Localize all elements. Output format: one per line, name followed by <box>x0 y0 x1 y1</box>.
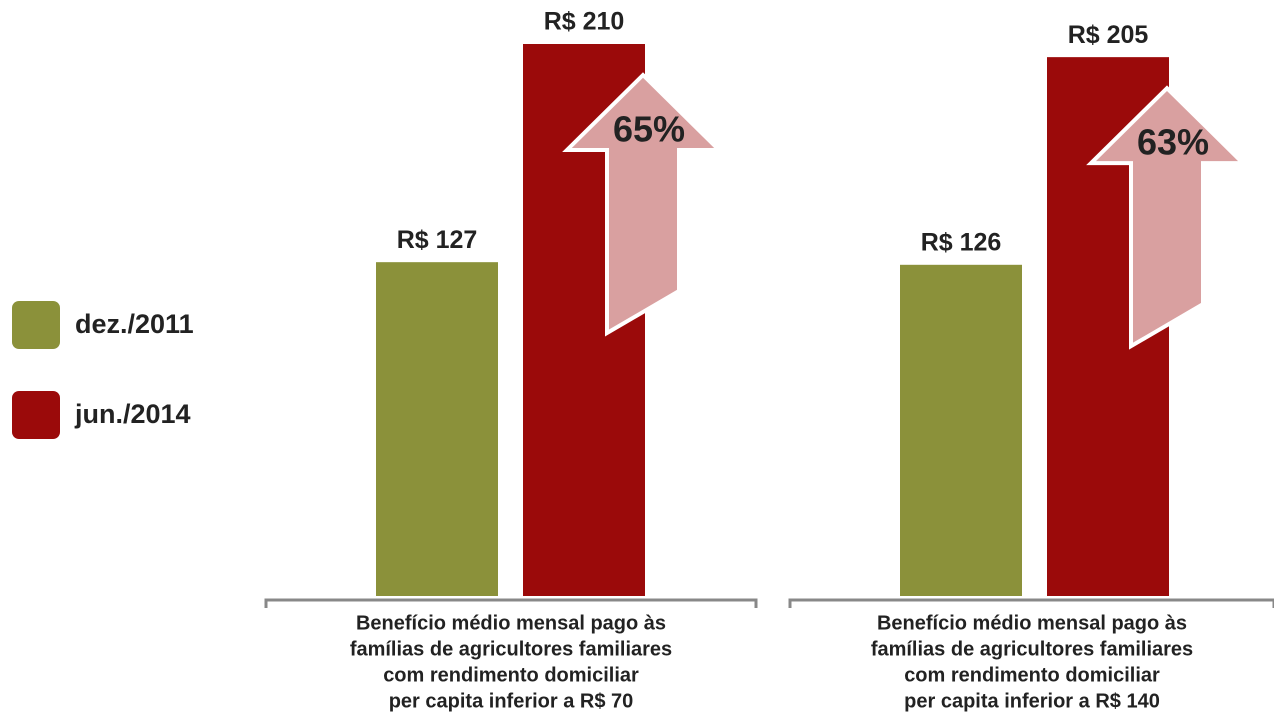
axis-bracket <box>788 598 1274 608</box>
value-label: R$ 210 <box>544 8 625 36</box>
legend-label: jun./2014 <box>74 399 191 429</box>
category-label: famílias de agricultores familiares <box>871 638 1193 660</box>
axis-bracket <box>264 598 758 608</box>
category-label: com rendimento domiciliar <box>383 664 639 686</box>
category-label: Benefício médio mensal pago às <box>356 612 666 634</box>
value-label: R$ 205 <box>1068 21 1149 49</box>
category-label: famílias de agricultores familiares <box>350 638 672 660</box>
legend-swatch <box>12 391 60 439</box>
category-label: Benefício médio mensal pago às <box>877 612 1187 634</box>
legend-label: dez./2011 <box>75 309 194 339</box>
growth-arrow <box>562 72 724 337</box>
value-label: R$ 126 <box>921 228 1002 256</box>
value-label: R$ 127 <box>397 226 478 254</box>
legend-swatch <box>12 301 60 349</box>
bar <box>900 264 1022 596</box>
growth-label: 65% <box>613 109 685 150</box>
growth-label: 63% <box>1137 122 1209 163</box>
bar <box>376 262 498 596</box>
category-label: per capita inferior a R$ 70 <box>389 690 634 712</box>
category-label: per capita inferior a R$ 140 <box>904 690 1160 712</box>
growth-arrow <box>1086 85 1248 350</box>
category-label: com rendimento domiciliar <box>904 664 1160 686</box>
